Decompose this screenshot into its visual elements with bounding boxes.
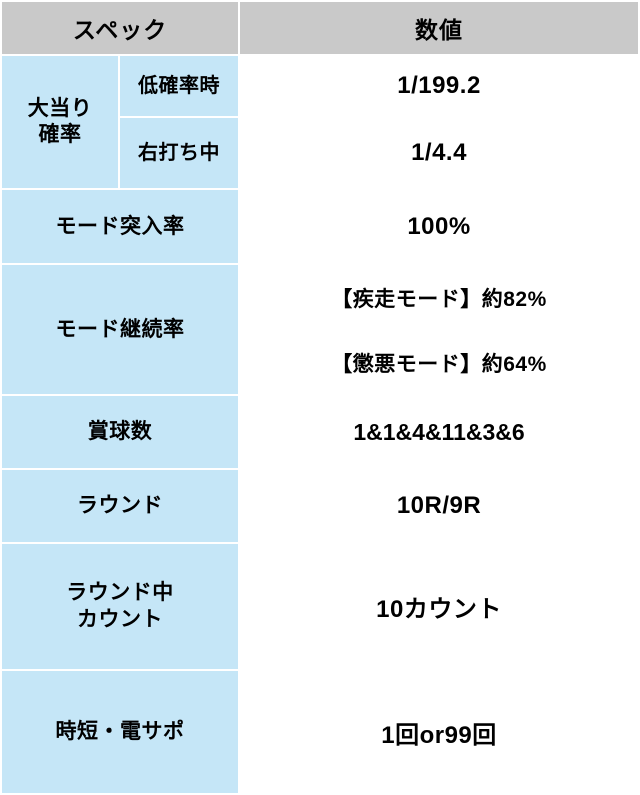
value-mode-continue-2: 【懲悪モード】約64% <box>238 330 640 396</box>
value-jitan-densapo: 1回or99回 <box>238 669 640 795</box>
value-mode-continue-1: 【疾走モード】約82% <box>238 263 640 332</box>
table-row-jitan: 時短・電サポ 1回or99回 <box>0 669 640 795</box>
table-row-mode-continue-1: モード継続率 【疾走モード】約82% <box>0 263 640 396</box>
label-jackpot-probability: 大当り 確率 <box>0 53 120 191</box>
header-value: 数値 <box>238 0 640 56</box>
value-mode-entry-rate: 100% <box>238 188 640 266</box>
value-round: 10R/9R <box>238 468 640 544</box>
table-row-mode-continue-2: 【懲悪モード】約64% <box>1 330 640 396</box>
table-row-round: ラウンド 10R/9R <box>0 468 640 544</box>
table-row-round-count: ラウンド中 カウント 10カウント <box>0 542 640 671</box>
value-jackpot-low: 1/199.2 <box>238 53 640 119</box>
label-mode-entry-rate: モード突入率 <box>0 188 241 266</box>
value-jackpot-right: 1/4.4 <box>238 116 640 191</box>
label-payout-count: 賞球数 <box>0 394 241 470</box>
label-round-count: ラウンド中 カウント <box>0 542 241 671</box>
table-row-header: スペック 数値 <box>0 0 640 56</box>
table-row-jackpot-right: 右打ち中 1/4.4 <box>1 116 640 191</box>
table-row-payout: 賞球数 1&1&4&11&3&6 <box>0 394 640 470</box>
table-row-mode-entry: モード突入率 100% <box>0 188 640 266</box>
sublabel-jackpot-right: 右打ち中 <box>117 116 241 191</box>
label-jitan-densapo: 時短・電サポ <box>0 669 241 795</box>
sublabel-jackpot-low: 低確率時 <box>117 53 241 119</box>
value-round-count: 10カウント <box>238 542 640 671</box>
header-spec: スペック <box>0 0 241 56</box>
value-payout-count: 1&1&4&11&3&6 <box>238 394 640 470</box>
label-mode-continue-rate: モード継続率 <box>0 263 241 396</box>
table-row-jackpot-low: 大当り 確率 低確率時 1/199.2 <box>0 53 640 191</box>
label-round: ラウンド <box>0 468 241 544</box>
